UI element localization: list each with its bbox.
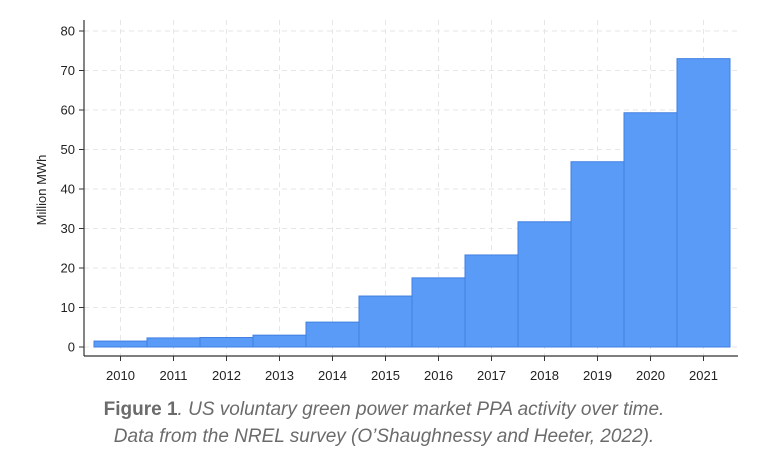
caption-line-1: Figure 1. US voluntary green power marke… <box>0 396 768 423</box>
x-tick-label-2019: 2019 <box>583 368 612 383</box>
x-tick-label-2013: 2013 <box>265 368 294 383</box>
x-tick-label-2017: 2017 <box>477 368 506 383</box>
x-tick-label-2014: 2014 <box>318 368 347 383</box>
bar-2010 <box>93 340 148 348</box>
bar-2019 <box>570 161 625 348</box>
x-tick-label-2015: 2015 <box>371 368 400 383</box>
x-tick-label-2016: 2016 <box>424 368 453 383</box>
bar-2013 <box>252 334 307 348</box>
x-tick-labels: 2010 2011 2012 2013 2014 2015 2016 2017 2018 2019… <box>106 368 718 383</box>
y-axis-label: Million MWh <box>34 155 49 226</box>
y-tick-label-80: 80 <box>61 24 75 39</box>
x-tick-label-2021: 2021 <box>689 368 718 383</box>
x-tick-label-2020: 2020 <box>636 368 665 383</box>
bar-2011 <box>146 337 201 348</box>
bar-2021 <box>676 58 731 348</box>
figure-caption: Figure 1. US voluntary green power marke… <box>0 396 768 450</box>
bars <box>93 58 731 348</box>
bar-2018 <box>517 221 572 348</box>
y-tick-label-50: 50 <box>61 142 75 157</box>
x-tick-label-2018: 2018 <box>530 368 559 383</box>
axes <box>79 20 738 361</box>
figure-label: Figure 1 <box>103 399 178 420</box>
bar-2017 <box>464 254 519 348</box>
x-tick-label-2012: 2012 <box>212 368 241 383</box>
bar-2012 <box>199 337 254 348</box>
y-tick-label-0: 0 <box>68 340 75 355</box>
y-tick-label-30: 30 <box>61 221 75 236</box>
y-tick-label-20: 20 <box>61 261 75 276</box>
y-tick-label-60: 60 <box>61 103 75 118</box>
y-tick-labels: 0 10 20 30 40 50 60 70 80 <box>61 24 75 355</box>
x-tick-label-2010: 2010 <box>106 368 135 383</box>
x-tick-label-2011: 2011 <box>160 368 188 383</box>
bar-2015 <box>358 295 413 348</box>
bar-2020 <box>623 112 678 348</box>
bar-2014 <box>305 321 360 348</box>
y-tick-label-40: 40 <box>61 182 75 197</box>
caption-line-2: Data from the NREL survey (O’Shaughnessy… <box>113 426 655 447</box>
y-tick-label-10: 10 <box>61 300 75 315</box>
y-tick-label-70: 70 <box>61 63 75 78</box>
caption-text-1: . US voluntary green power market PPA ac… <box>177 399 665 420</box>
bar-2016 <box>411 277 466 348</box>
